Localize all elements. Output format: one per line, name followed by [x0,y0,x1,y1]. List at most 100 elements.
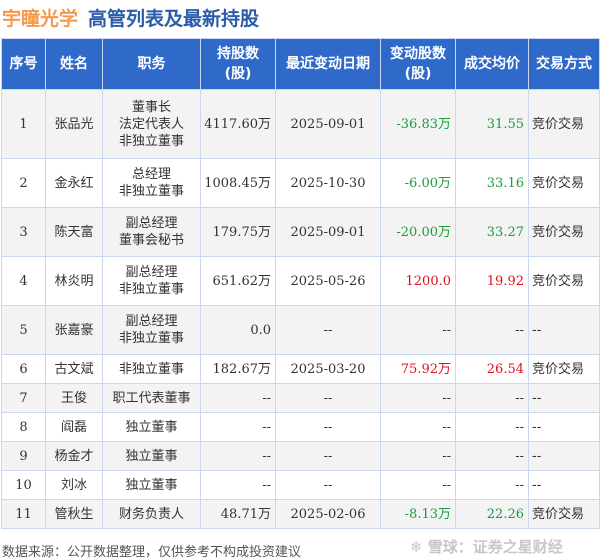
name-cell: 杨金才 [45,441,103,471]
table-row: 4 林炎明 副总经理 非独立董事 651.62万 2025-05-26 1200.0 19.9… [1,256,600,306]
change-cell: -- [380,412,456,442]
role-line: 副总经理 [125,314,178,329]
name-cell: 张嘉豪 [45,305,103,355]
column-header: 成交均价 [455,38,529,90]
role-line: 法定代表人 [118,116,184,132]
change-cell: 75.92万 [380,354,456,384]
date-cell: -- [275,441,381,471]
date-cell: 2025-05-26 [275,256,381,306]
price-cell: 33.16 [455,158,529,208]
name-cell: 刘冰 [45,470,103,500]
date-cell: -- [275,383,381,413]
seq-cell: 7 [1,383,46,413]
role-cell: 独立董事 [102,441,201,471]
shares-cell: 182.67万 [200,354,276,384]
price-cell: 22.26 [455,499,529,529]
shares-cell: 0.0 [200,305,276,355]
price-cell: 33.27 [455,207,529,257]
table-header: 序号 姓名 职务 持股数 (股) 最近变动日期 变动股数 (股) 成交均价 交易方式 [1,38,600,90]
method-cell: 竞价交易 [528,158,600,208]
price-cell: -- [455,412,529,442]
change-cell: -- [380,383,456,413]
price-cell: 19.92 [455,256,529,306]
column-header: 序号 [1,38,46,90]
role-cell: 董事长 法定代表人 非独立董事 [102,89,201,159]
seq-cell: 3 [1,207,46,257]
change-cell: -36.83万 [380,89,456,159]
change-cell: -- [380,305,456,355]
method-cell: 竞价交易 [528,89,600,159]
seq-cell: 9 [1,441,46,471]
price-cell: -- [455,383,529,413]
method-cell: -- [528,412,600,442]
shares-cell: 48.71万 [200,499,276,529]
table-row: 8 阎磊 独立董事 -- -- -- -- -- [1,412,600,442]
role-cell: 财务负责人 [102,499,201,529]
table-row: 3 陈天富 副总经理 董事会秘书 179.75万 2025-09-01 -20.00万 33.… [1,207,600,257]
change-cell: -8.13万 [380,499,456,529]
change-cell: -- [380,470,456,500]
role-cell: 独立董事 [102,412,201,442]
method-cell: -- [528,305,600,355]
data-source-note: 数据来源：公开数据整理，仅供参考不构成投资建议 [2,545,302,560]
column-header: 持股数 (股) [200,38,276,90]
role-line: 独立董事 [125,477,178,493]
role-line: 董事会秘书 [118,233,184,248]
table-title: 高管列表及最新持股 [88,8,260,30]
date-cell: -- [275,412,381,442]
method-cell: -- [528,383,600,413]
table-row: 9 杨金才 独立董事 -- -- -- -- -- [1,441,600,471]
date-cell: 2025-09-01 [275,89,381,159]
method-cell: -- [528,441,600,471]
shares-cell: -- [200,412,276,442]
table-row: 11 管秋生 财务负责人 48.71万 2025-02-06 -8.13万 22.26 竞价交… [1,499,600,529]
name-cell: 林炎明 [45,256,103,306]
table-row: 2 金永红 总经理 非独立董事 1008.45万 2025-10-30 -6.00万 33.1… [1,158,600,208]
role-line: 非独立董事 [118,331,184,346]
role-line: 董事长 [131,99,171,115]
page-title: 宇瞳光学 高管列表及最新持股 [2,4,259,31]
seq-cell: 8 [1,412,46,442]
table-row: 10 刘冰 独立董事 -- -- -- -- -- [1,470,600,500]
role-cell: 非独立董事 [102,354,201,384]
method-cell: 竞价交易 [528,207,600,257]
role-cell: 副总经理 非独立董事 [102,256,201,306]
seq-cell: 4 [1,256,46,306]
price-cell: 26.54 [455,354,529,384]
date-cell: -- [275,470,381,500]
seq-cell: 2 [1,158,46,208]
table-row: 1 张品光 董事长 法定代表人 非独立董事 4117.60万 2025-09-01 -36.8… [1,89,600,159]
seq-cell: 6 [1,354,46,384]
name-cell: 张品光 [45,89,103,159]
method-cell: 竞价交易 [528,354,600,384]
method-cell: 竞价交易 [528,256,600,306]
name-cell: 管秋生 [45,499,103,529]
role-cell: 职工代表董事 [102,383,201,413]
seq-cell: 11 [1,499,46,529]
name-cell: 王俊 [45,383,103,413]
column-header: 变动股数 (股) [380,38,456,90]
change-cell: -- [380,441,456,471]
change-cell: -6.00万 [380,158,456,208]
shares-cell: 4117.60万 [200,89,276,159]
date-cell: 2025-09-01 [275,207,381,257]
shares-cell: -- [200,470,276,500]
role-line: 职工代表董事 [112,390,191,406]
role-line: 非独立董事 [118,133,184,149]
seq-cell: 1 [1,89,46,159]
role-line: 独立董事 [125,419,178,435]
date-cell: -- [275,305,381,355]
column-header: 交易方式 [528,38,600,90]
method-cell: -- [528,470,600,500]
date-cell: 2025-10-30 [275,158,381,208]
role-cell: 总经理 非独立董事 [102,158,201,208]
table-row: 5 张嘉豪 副总经理 非独立董事 0.0 -- -- -- -- [1,305,600,355]
seq-cell: 5 [1,305,46,355]
method-cell: 竞价交易 [528,499,600,529]
role-line: 财务负责人 [118,506,184,522]
column-header: 最近变动日期 [275,38,381,90]
role-line: 非独立董事 [118,184,184,199]
role-line: 副总经理 [125,265,178,280]
shares-cell: 651.62万 [200,256,276,306]
role-cell: 副总经理 董事会秘书 [102,207,201,257]
